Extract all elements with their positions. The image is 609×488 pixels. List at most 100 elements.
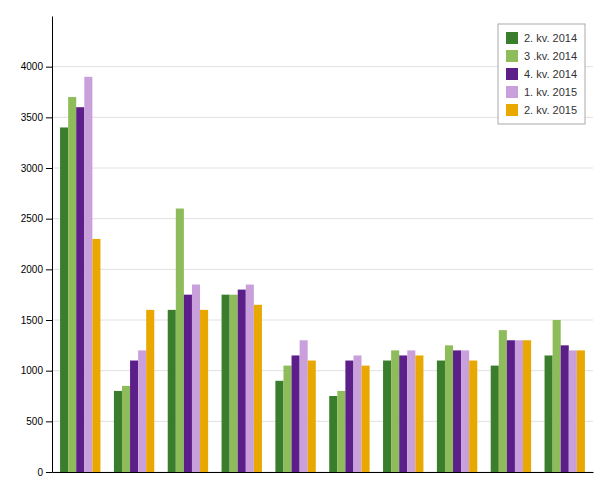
bar	[353, 355, 361, 472]
legend-label: 4. kv. 2014	[524, 68, 577, 80]
tick-label: 3500	[21, 112, 44, 123]
bar	[569, 350, 577, 472]
tick-label: 1500	[21, 315, 44, 326]
tick: 500	[26, 416, 52, 427]
legend-swatch	[506, 32, 518, 44]
axis-line	[52, 17, 53, 473]
tick-mark	[46, 168, 52, 169]
bar	[138, 350, 146, 472]
bar	[577, 350, 585, 472]
tick-mark	[46, 117, 52, 118]
bar	[407, 350, 415, 472]
bar	[222, 295, 230, 472]
legend-label: 1. kv. 2015	[524, 86, 577, 98]
bar	[399, 355, 407, 472]
tick: 3500	[21, 112, 52, 123]
bar	[362, 366, 370, 472]
bar	[553, 320, 561, 472]
bar	[337, 391, 345, 472]
legend-swatch	[506, 104, 518, 116]
bar	[469, 361, 477, 472]
bar	[345, 361, 353, 472]
legend-item: 4. kv. 2014	[506, 68, 577, 80]
bar	[491, 366, 499, 472]
bar	[515, 340, 523, 472]
bar	[292, 355, 300, 472]
legend-item: 2. kv. 2015	[506, 104, 577, 116]
legend-label: 3 .kv. 2014	[524, 50, 577, 62]
tick-label: 2000	[21, 264, 44, 275]
bar-series	[84, 77, 577, 472]
bar	[445, 345, 453, 472]
tick-label: 0	[37, 467, 43, 478]
bar	[391, 350, 399, 472]
legend-label: 2. kv. 2015	[524, 104, 577, 116]
bar	[192, 285, 200, 472]
bar	[176, 209, 184, 472]
legend-item: 2. kv. 2014	[506, 32, 577, 44]
grid-line	[52, 269, 593, 270]
bar	[283, 366, 291, 472]
legend-swatch	[506, 86, 518, 98]
tick-mark	[46, 219, 52, 220]
bar	[146, 310, 154, 472]
bar	[114, 391, 122, 472]
bar	[122, 386, 130, 472]
bar	[437, 361, 445, 472]
bar	[523, 340, 531, 472]
bar	[60, 127, 68, 472]
bar	[68, 97, 76, 472]
tick-mark	[46, 67, 52, 68]
bar	[200, 310, 208, 472]
bar-series	[60, 127, 553, 472]
bar	[130, 361, 138, 472]
tick-mark	[46, 371, 52, 372]
tick-label: 2500	[21, 213, 44, 224]
grid-line	[52, 320, 593, 321]
bar	[76, 107, 84, 472]
grid	[52, 67, 593, 472]
legend-swatch	[506, 50, 518, 62]
bar	[499, 330, 507, 472]
bar	[507, 340, 515, 472]
bar	[238, 290, 246, 472]
tick-mark	[46, 320, 52, 321]
bar	[561, 345, 569, 472]
grid-line	[52, 168, 593, 169]
bar	[308, 361, 316, 472]
bar	[84, 77, 92, 472]
tick: 1500	[21, 315, 52, 326]
bar	[453, 350, 461, 472]
legend-item: 3 .kv. 2014	[506, 50, 577, 62]
tick-mark	[46, 269, 52, 270]
y-axis: 0 500 1000 1500 2000 2500 3000 3500 4000	[21, 17, 53, 478]
bar	[168, 310, 176, 472]
bar-series	[68, 97, 561, 472]
legend: 2. kv. 2014 3 .kv. 2014 4. kv. 2014 1. kv. …	[498, 24, 585, 124]
tick: 2500	[21, 213, 52, 224]
legend-label: 2. kv. 2014	[524, 32, 577, 44]
bar-series	[92, 239, 585, 472]
bar	[92, 239, 100, 472]
bar	[246, 285, 254, 472]
tick-label: 4000	[21, 61, 44, 72]
legend-box	[498, 24, 585, 124]
bar	[184, 295, 192, 472]
tick-label: 500	[26, 416, 43, 427]
tick: 3000	[21, 163, 52, 174]
tick: 1000	[21, 365, 52, 376]
grid-line	[52, 218, 593, 219]
tick-mark	[46, 472, 52, 473]
tick: 4000	[21, 61, 52, 72]
bar	[545, 355, 553, 472]
bar	[254, 305, 262, 472]
axis-line	[53, 472, 594, 473]
tick-label: 1000	[21, 365, 44, 376]
tick: 2000	[21, 264, 52, 275]
bar	[230, 295, 238, 472]
bars	[60, 77, 585, 472]
tick-label: 3000	[21, 163, 44, 174]
tick-mark	[46, 421, 52, 422]
bar	[329, 396, 337, 472]
chart: 0 500 1000 1500 2000 2500 3000 3500 4000 2. kv. 2…	[0, 0, 609, 488]
